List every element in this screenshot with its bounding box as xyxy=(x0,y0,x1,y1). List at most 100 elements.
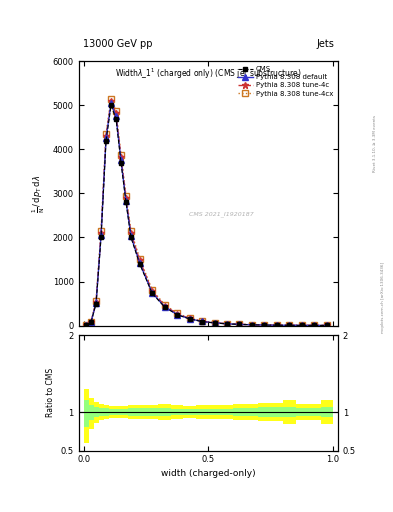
Pythia 8.308 tune-4c xyxy=(299,322,304,328)
Pythia 8.308 default xyxy=(162,304,167,310)
Text: Width$\lambda$_1$^1$ (charged only) (CMS jet substructure): Width$\lambda$_1$^1$ (charged only) (CMS… xyxy=(115,67,302,81)
Pythia 8.308 tune-4cx xyxy=(129,228,133,234)
Pythia 8.308 tune-4cx xyxy=(162,302,167,308)
CMS xyxy=(162,304,167,310)
Pythia 8.308 tune-4c xyxy=(89,318,94,325)
Pythia 8.308 tune-4c xyxy=(250,322,254,328)
Pythia 8.308 default xyxy=(89,319,94,325)
Pythia 8.308 tune-4c xyxy=(262,322,267,328)
Pythia 8.308 tune-4c xyxy=(114,110,118,116)
Pythia 8.308 default xyxy=(150,290,154,296)
Pythia 8.308 tune-4cx xyxy=(150,287,154,293)
Pythia 8.308 tune-4cx xyxy=(262,322,267,328)
Pythia 8.308 tune-4cx xyxy=(237,321,242,327)
Pythia 8.308 tune-4cx xyxy=(84,322,88,328)
Pythia 8.308 tune-4cx xyxy=(119,152,123,158)
Pythia 8.308 tune-4c xyxy=(175,311,180,317)
Text: 13000 GeV pp: 13000 GeV pp xyxy=(83,38,152,49)
Pythia 8.308 default xyxy=(262,322,267,328)
Y-axis label: Ratio to CMS: Ratio to CMS xyxy=(46,368,55,417)
CMS xyxy=(108,102,114,109)
Pythia 8.308 tune-4cx xyxy=(299,322,304,328)
CMS xyxy=(225,321,230,327)
Pythia 8.308 tune-4c xyxy=(324,323,329,329)
CMS xyxy=(114,116,118,122)
Pythia 8.308 tune-4c xyxy=(237,321,242,327)
CMS xyxy=(137,261,142,267)
CMS xyxy=(187,316,192,322)
Pythia 8.308 default xyxy=(129,233,133,239)
Pythia 8.308 tune-4cx xyxy=(200,318,204,324)
CMS xyxy=(262,322,267,328)
Pythia 8.308 default xyxy=(312,323,317,329)
Pythia 8.308 tune-4c xyxy=(108,98,114,104)
Pythia 8.308 tune-4cx xyxy=(94,298,98,305)
Pythia 8.308 default xyxy=(175,311,180,317)
CMS xyxy=(119,160,123,166)
Pythia 8.308 default xyxy=(225,321,230,327)
CMS xyxy=(200,318,204,325)
Pythia 8.308 tune-4c xyxy=(225,321,230,327)
Text: mcplots.cern.ch [arXiv:1306.3436]: mcplots.cern.ch [arXiv:1306.3436] xyxy=(381,262,385,332)
Pythia 8.308 tune-4cx xyxy=(312,323,317,329)
Pythia 8.308 tune-4c xyxy=(137,258,142,264)
Pythia 8.308 tune-4cx xyxy=(99,228,103,234)
Pythia 8.308 tune-4cx xyxy=(250,322,254,328)
X-axis label: width (charged-only): width (charged-only) xyxy=(161,468,255,478)
Pythia 8.308 tune-4cx xyxy=(287,322,292,328)
Pythia 8.308 default xyxy=(137,260,142,266)
Pythia 8.308 tune-4c xyxy=(187,315,192,322)
Pythia 8.308 tune-4c xyxy=(212,319,217,326)
CMS xyxy=(299,322,304,328)
Pythia 8.308 default xyxy=(108,100,114,106)
Line: Pythia 8.308 tune-4c: Pythia 8.308 tune-4c xyxy=(83,98,330,329)
Pythia 8.308 default xyxy=(119,157,123,163)
Pythia 8.308 default xyxy=(287,322,292,328)
Pythia 8.308 default xyxy=(99,232,103,239)
CMS xyxy=(84,322,88,328)
Pythia 8.308 tune-4cx xyxy=(114,108,118,114)
Pythia 8.308 default xyxy=(200,318,204,325)
CMS xyxy=(237,322,242,328)
Line: CMS: CMS xyxy=(84,103,329,328)
Text: Jets: Jets xyxy=(316,38,334,49)
Pythia 8.308 default xyxy=(324,323,329,329)
Pythia 8.308 default xyxy=(124,198,129,204)
Pythia 8.308 tune-4cx xyxy=(275,322,279,328)
Pythia 8.308 tune-4c xyxy=(124,195,129,201)
Pythia 8.308 tune-4cx xyxy=(175,310,180,316)
Pythia 8.308 tune-4c xyxy=(84,322,88,328)
Text: Rivet 3.1.10, ≥ 3.3M events: Rivet 3.1.10, ≥ 3.3M events xyxy=(373,115,377,172)
CMS xyxy=(124,199,129,205)
Pythia 8.308 default xyxy=(237,322,242,328)
CMS xyxy=(275,322,279,328)
CMS xyxy=(89,319,94,325)
Pythia 8.308 tune-4cx xyxy=(137,255,142,262)
Pythia 8.308 default xyxy=(94,300,98,306)
Pythia 8.308 tune-4cx xyxy=(108,96,114,102)
CMS xyxy=(94,301,98,307)
Pythia 8.308 tune-4cx xyxy=(104,131,108,137)
Pythia 8.308 tune-4c xyxy=(200,318,204,325)
Pythia 8.308 tune-4c xyxy=(312,323,317,329)
Pythia 8.308 default xyxy=(212,320,217,326)
Pythia 8.308 default xyxy=(114,113,118,119)
Pythia 8.308 tune-4c xyxy=(99,230,103,236)
Pythia 8.308 tune-4c xyxy=(162,303,167,309)
Text: CMS 2021_I1920187: CMS 2021_I1920187 xyxy=(189,212,253,218)
Pythia 8.308 tune-4cx xyxy=(212,319,217,326)
CMS xyxy=(250,322,254,328)
Legend: CMS, Pythia 8.308 default, Pythia 8.308 tune-4c, Pythia 8.308 tune-4cx: CMS, Pythia 8.308 default, Pythia 8.308 … xyxy=(236,65,334,98)
Pythia 8.308 tune-4cx xyxy=(124,193,129,199)
CMS xyxy=(312,323,317,329)
Pythia 8.308 tune-4c xyxy=(119,154,123,160)
Pythia 8.308 tune-4c xyxy=(287,322,292,328)
Y-axis label: $\frac{1}{\mathrm{N}}\,/\,\mathrm{d}p_\mathrm{T}\,\mathrm{d}\lambda$: $\frac{1}{\mathrm{N}}\,/\,\mathrm{d}p_\m… xyxy=(31,175,47,212)
Pythia 8.308 tune-4cx xyxy=(324,323,329,329)
CMS xyxy=(175,312,180,318)
Pythia 8.308 tune-4c xyxy=(275,322,279,328)
CMS xyxy=(129,234,133,241)
CMS xyxy=(212,320,217,326)
Pythia 8.308 default xyxy=(84,322,88,328)
Pythia 8.308 tune-4c xyxy=(104,133,108,139)
